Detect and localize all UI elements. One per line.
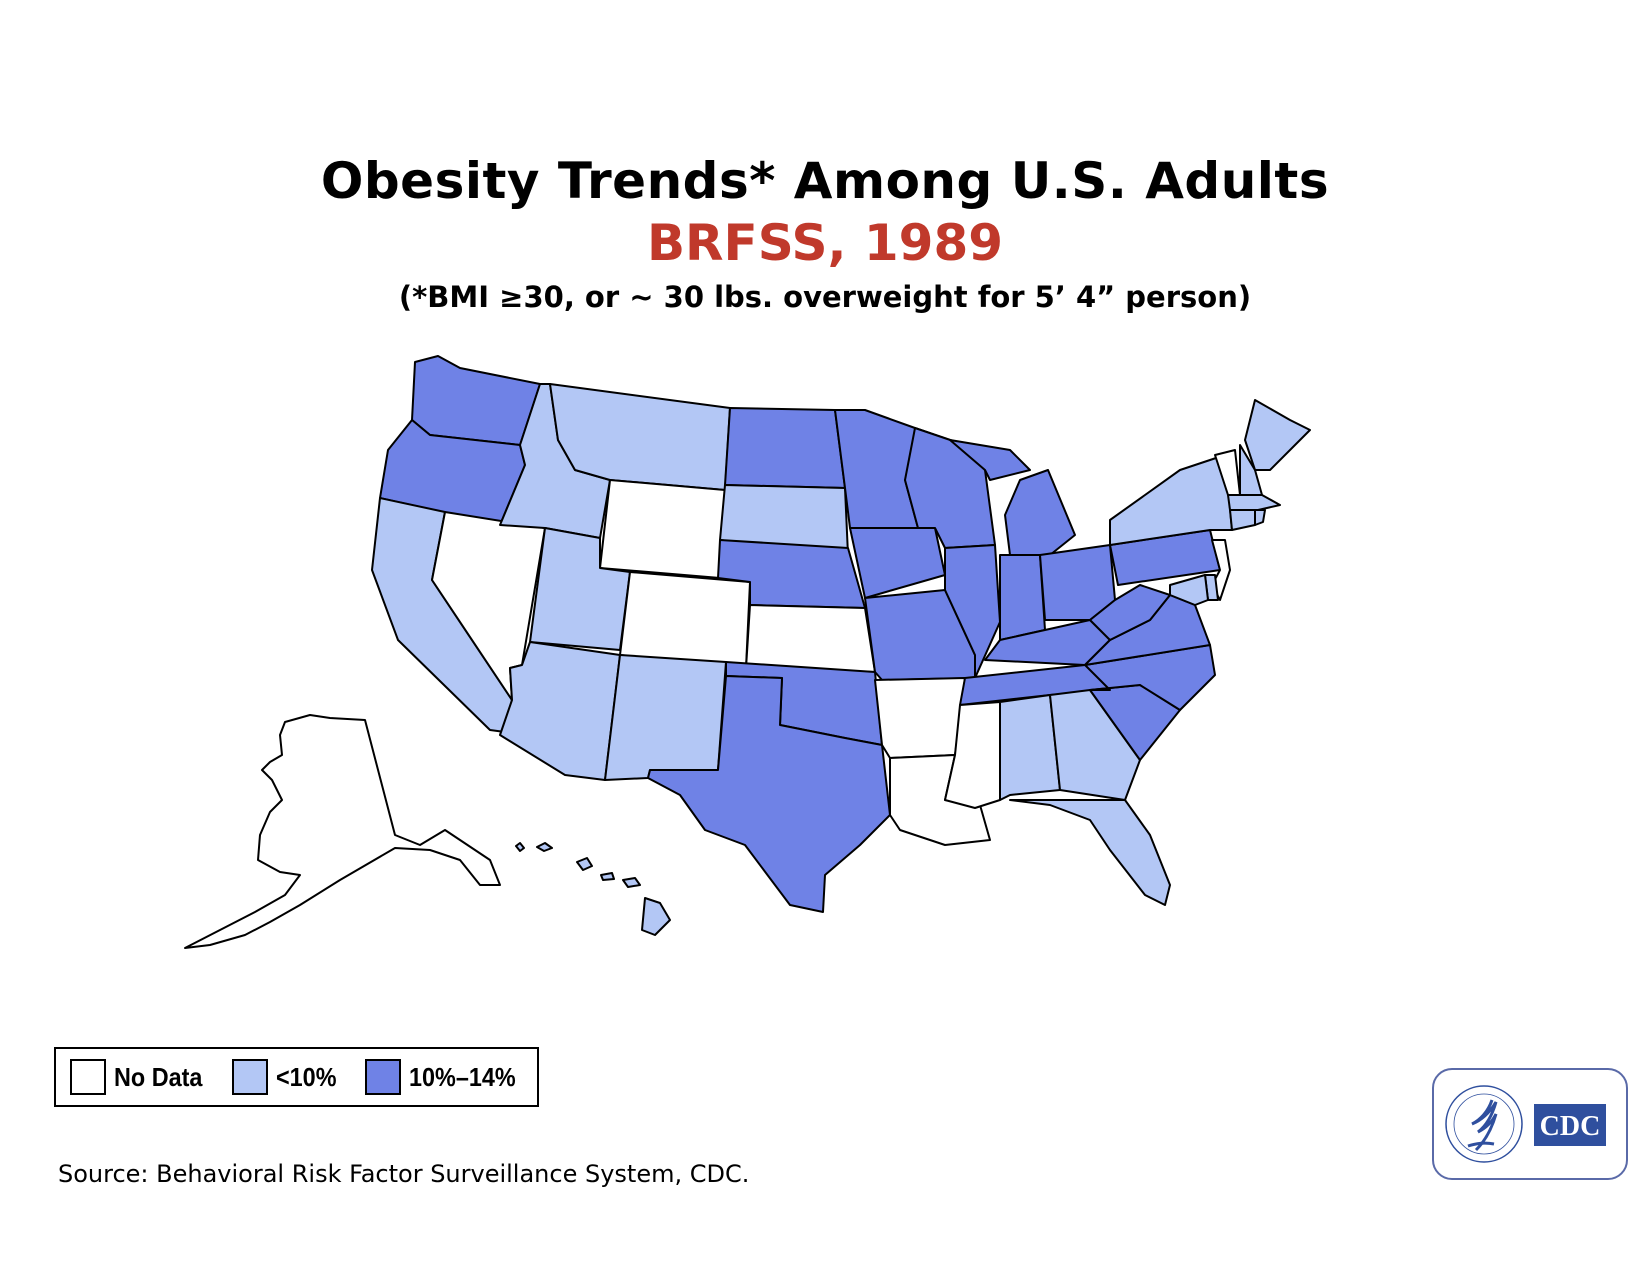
- state-WV: [1089, 584, 1171, 641]
- state-WA: [411, 355, 541, 446]
- state-HI: [515, 842, 671, 936]
- chart-title: Obesity Trends* Among U.S. Adults: [320, 152, 1330, 210]
- state-CO: [619, 571, 751, 669]
- state-ND: [724, 407, 846, 489]
- legend: No Data <10% 10%–14%: [54, 1047, 539, 1107]
- state-AL: [999, 694, 1061, 801]
- state-IN: [999, 554, 1046, 641]
- cdc-logo: CDC: [1432, 1068, 1628, 1180]
- chart-note: (*BMI ≥30, or ~ 30 lbs. overweight for 5…: [398, 280, 1252, 314]
- legend-swatch-no-data: [70, 1059, 106, 1095]
- state-GA: [1049, 689, 1141, 801]
- state-AK: [184, 714, 501, 949]
- state-NC: [1084, 644, 1216, 711]
- hhs-eagle-icon: CDC: [1445, 1085, 1606, 1163]
- legend-label-10to14: 10%–14%: [409, 1061, 516, 1092]
- cdc-box: [1534, 1104, 1606, 1146]
- legend-label-lt10: <10%: [276, 1061, 337, 1092]
- state-CT: [1229, 509, 1256, 531]
- legend-item-lt10: <10%: [232, 1057, 343, 1097]
- legend-item-10to14: 10%–14%: [365, 1057, 528, 1097]
- cdc-logo-text: CDC: [1540, 1111, 1601, 1142]
- state-KS: [745, 604, 876, 673]
- chart-subtitle: BRFSS, 1989: [646, 214, 1004, 272]
- state-NM: [604, 654, 727, 781]
- state-TX: [647, 675, 891, 913]
- legend-item-no-data: No Data: [70, 1057, 212, 1097]
- us-map: [184, 355, 1311, 949]
- state-IA: [849, 527, 946, 599]
- state-RI: [1254, 509, 1266, 526]
- state-MA: [1227, 494, 1281, 511]
- state-FL: [1009, 799, 1171, 906]
- state-ME: [1244, 399, 1311, 471]
- state-WY: [599, 479, 726, 579]
- legend-swatch-10to14: [365, 1059, 401, 1095]
- state-MD: [1169, 574, 1209, 606]
- state-NY: [1109, 454, 1233, 546]
- legend-swatch-lt10: [232, 1059, 268, 1095]
- source-note: Source: Behavioral Risk Factor Surveilla…: [58, 1160, 750, 1188]
- state-AR: [874, 677, 966, 759]
- legend-label-no-data: No Data: [114, 1061, 203, 1092]
